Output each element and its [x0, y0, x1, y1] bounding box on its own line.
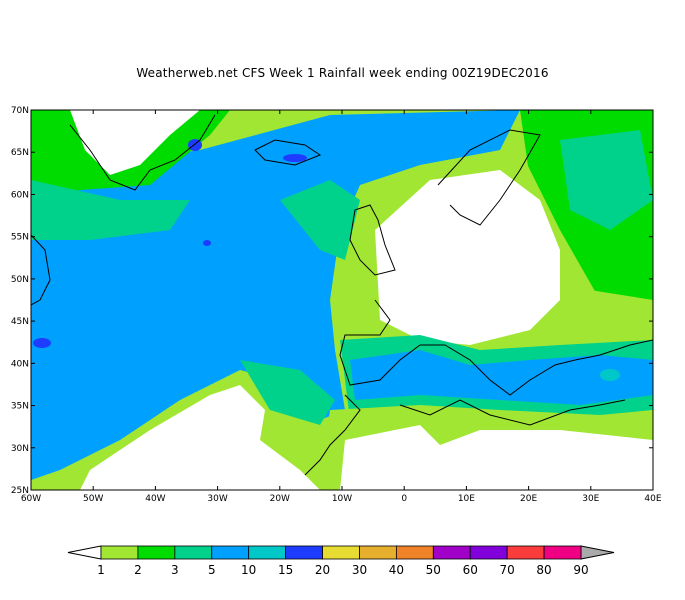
lon-label: 30E: [582, 494, 599, 504]
iceland-white: [70, 110, 200, 175]
colorbar-swatch: [137, 545, 176, 560]
lon-label: 10E: [458, 494, 475, 504]
colorbar-swatch: [174, 545, 213, 560]
lon-label: 30W: [207, 494, 227, 504]
subtropical-dry: [80, 385, 320, 490]
heavy-rain-spot: [188, 139, 202, 151]
colorbar-label: 15: [278, 563, 293, 577]
colorbar-label: 5: [208, 563, 216, 577]
atlantic-rain-3-5: [280, 180, 360, 260]
heavy-rain-spot: [283, 154, 307, 162]
colorbar-label: 70: [500, 563, 515, 577]
colorbar-label: 10: [241, 563, 256, 577]
colorbar-label: 3: [171, 563, 179, 577]
colorbar-label: 50: [426, 563, 441, 577]
coastlines: [31, 114, 653, 476]
heavy-rain-spot: [33, 338, 51, 348]
colorbar-swatch: [469, 545, 508, 560]
lat-label: 70N: [11, 106, 29, 116]
colorbar-label: 90: [573, 563, 588, 577]
axis-ticks: 60W 50W 40W 30W 20W 10W 0 10E 20E 30E 40E 25N 30N 35N…: [11, 106, 662, 504]
heavy-rain-spot: [203, 240, 211, 246]
lat-label: 30N: [11, 444, 29, 454]
mediterranean-rain-5-10: [350, 350, 653, 405]
colorbar-swatch: [432, 545, 471, 560]
colorbar-swatch: [543, 545, 582, 560]
moderate-rain-spot: [600, 369, 620, 381]
colorbar-label: 1: [97, 563, 105, 577]
lat-label: 65N: [11, 148, 29, 158]
colorbar-swatch: [359, 545, 397, 560]
colorbar-swatch: [322, 545, 360, 560]
lon-label: 40E: [644, 494, 661, 504]
colorbar-swatch: [100, 545, 139, 560]
colorbar-label: 30: [352, 563, 367, 577]
colorbar-swatch: [248, 545, 287, 560]
colorbar-label: 40: [389, 563, 404, 577]
lat-label: 55N: [11, 233, 29, 243]
lon-label: 50W: [83, 494, 103, 504]
lat-label: 40N: [11, 359, 29, 369]
colorbar-swatch: [285, 545, 323, 560]
colorbar-under-triangle: [67, 545, 102, 560]
rainfall-field: [31, 110, 653, 490]
lat-label: 60N: [11, 190, 29, 200]
colorbar-label: 80: [536, 563, 551, 577]
lon-label: 20E: [520, 494, 537, 504]
colorbar: 1 2 3 5 10 15 20 30 40 50 60 70 80 90: [67, 545, 615, 577]
lat-label: 35N: [11, 402, 29, 412]
russia-rain-3-5: [560, 130, 653, 230]
lon-label: 40W: [145, 494, 165, 504]
colorbar-label: 2: [134, 563, 142, 577]
lat-label: 45N: [11, 317, 29, 327]
lat-label: 25N: [11, 486, 29, 496]
north-africa-dry: [340, 425, 653, 490]
colorbar-swatch: [395, 545, 434, 560]
lat-label: 50N: [11, 275, 29, 285]
colorbar-over-triangle: [580, 545, 615, 560]
lon-label: 20W: [270, 494, 290, 504]
colorbar-swatch: [211, 545, 250, 560]
europe-dry: [375, 170, 560, 345]
lon-label: 10W: [332, 494, 352, 504]
subtropical-rain-3-5: [240, 360, 335, 425]
greenland-rain-3-5: [31, 180, 190, 240]
colorbar-label: 60: [463, 563, 478, 577]
chart-title: Weatherweb.net CFS Week 1 Rainfall week …: [136, 66, 549, 80]
lon-label: 60W: [21, 494, 41, 504]
colorbar-swatch: [506, 545, 545, 560]
lon-label: 0: [401, 494, 407, 504]
colorbar-label: 20: [315, 563, 330, 577]
